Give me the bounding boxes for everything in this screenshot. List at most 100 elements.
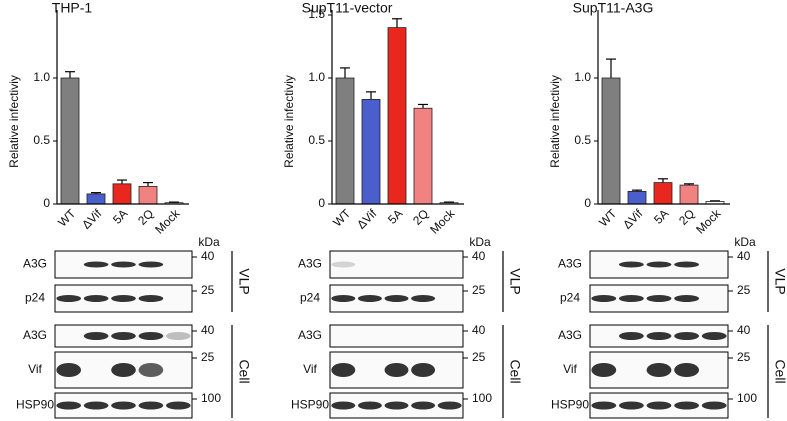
blot-row-label: Vif — [563, 362, 577, 376]
x-tick-label: 5A — [110, 206, 130, 226]
bar — [112, 183, 132, 205]
blot-band — [646, 332, 672, 340]
blot-band — [701, 401, 727, 410]
y-tick-label: 1.0 — [33, 70, 50, 84]
group-label: VLP — [236, 268, 252, 294]
blot-band — [138, 261, 164, 268]
chart-title: THP-1 — [52, 0, 93, 16]
blot-band — [674, 295, 700, 302]
blot-band — [701, 332, 727, 340]
blot-band — [165, 401, 191, 410]
y-tick-label: 0 — [318, 196, 325, 210]
y-axis-label: Relative infectiviy — [282, 75, 296, 168]
blot-band — [437, 401, 462, 410]
blot-band — [111, 332, 136, 340]
blot-band — [674, 401, 700, 410]
blot-band — [331, 401, 356, 410]
group-label: Cell — [507, 359, 523, 383]
marker-label: 25 — [201, 283, 215, 297]
blot-band — [674, 332, 700, 340]
blot-row-label: Vif — [303, 362, 317, 376]
blot-band — [56, 401, 82, 410]
y-tick-label: 0.5 — [33, 133, 50, 147]
blot-band — [591, 363, 617, 377]
blot-band — [618, 401, 644, 410]
bar — [627, 190, 647, 205]
y-axis-label: Relative infectiviy — [548, 75, 562, 168]
blot-row-label: A3G — [23, 257, 47, 271]
x-tick-label: ΔVif — [620, 206, 646, 232]
bar — [86, 193, 106, 205]
blot-band — [591, 295, 617, 302]
blot-band — [83, 261, 109, 268]
x-tick-label: ΔVif — [79, 206, 105, 232]
blot-band — [411, 363, 436, 377]
bar — [138, 185, 158, 205]
marker-label: 40 — [472, 323, 486, 337]
marker-label: 25 — [737, 283, 751, 297]
blot-row-label: A3G — [558, 257, 582, 271]
x-tick-label: Mock — [693, 206, 724, 237]
blot-band — [138, 295, 164, 302]
marker-label: 25 — [201, 350, 215, 364]
marker-label: 40 — [201, 249, 215, 263]
bar — [679, 184, 699, 205]
blot-band — [331, 363, 356, 377]
blot-band — [646, 261, 672, 268]
marker-label: 100 — [472, 391, 492, 405]
x-tick-label: 5A — [651, 206, 671, 226]
blot-band — [591, 401, 617, 410]
group-label: VLP — [507, 268, 523, 294]
marker-label: 25 — [737, 350, 751, 364]
x-tick-label: WT — [330, 206, 354, 230]
blot-band — [111, 363, 136, 377]
marker-label: 40 — [201, 323, 215, 337]
bar — [387, 27, 407, 205]
blot-band — [618, 332, 644, 340]
group-label: VLP — [772, 268, 787, 294]
blot-row-label: HSP90 — [551, 398, 589, 412]
x-tick-label: WT — [596, 206, 620, 230]
blot-band — [384, 401, 409, 410]
blot-band — [111, 295, 136, 302]
blot-band — [384, 295, 409, 302]
blot-row-label: p24 — [25, 291, 45, 305]
blot-band — [646, 363, 672, 377]
y-tick-label: 0.5 — [308, 133, 325, 147]
blot-band — [411, 295, 436, 302]
blot-band — [83, 332, 109, 340]
blot-band — [165, 332, 191, 340]
marker-label: 40 — [472, 249, 486, 263]
chart-title: SupT11-A3G — [573, 0, 654, 16]
y-axis-label: Relative infectiviy — [7, 75, 21, 168]
marker-label: 100 — [737, 391, 757, 405]
marker-label: 25 — [472, 350, 486, 364]
y-tick-label: 0.5 — [574, 133, 591, 147]
blot-band — [411, 401, 436, 410]
blot-band — [331, 295, 356, 302]
bar — [413, 107, 433, 205]
y-tick-label: 1.5 — [308, 7, 325, 21]
y-tick-label: 1.0 — [308, 70, 325, 84]
marker-label: 25 — [472, 283, 486, 297]
bar — [361, 99, 381, 205]
blot-band — [646, 295, 672, 302]
blot-row-label: Vif — [28, 362, 42, 376]
bar — [335, 77, 355, 205]
bar — [601, 77, 621, 205]
blot-band — [111, 261, 136, 268]
blot-band — [83, 401, 109, 410]
blot-box — [329, 250, 464, 279]
blot-band — [618, 261, 644, 268]
blot-row-label: A3G — [298, 257, 322, 271]
y-tick-label: 0 — [584, 196, 591, 210]
blot-band — [384, 363, 409, 377]
marker-label: 100 — [201, 391, 221, 405]
blot-band — [674, 261, 700, 268]
kda-label: kDa — [734, 235, 756, 249]
blot-band — [138, 363, 164, 377]
group-label: Cell — [772, 359, 787, 383]
blot-row-label: A3G — [558, 328, 582, 342]
blot-band — [357, 401, 382, 410]
blot-row-label: A3G — [23, 328, 47, 342]
